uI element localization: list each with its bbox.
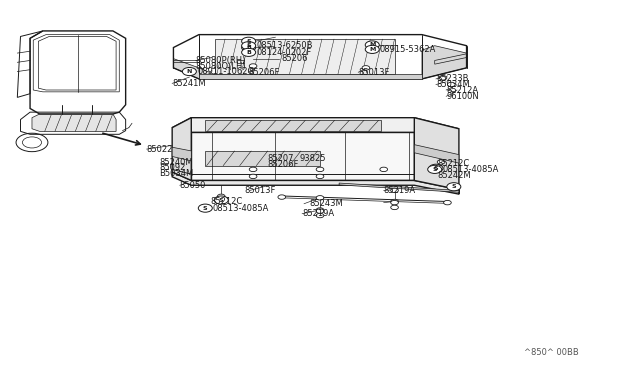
Circle shape: [437, 160, 445, 164]
Circle shape: [429, 164, 443, 172]
Text: 93825: 93825: [300, 154, 326, 163]
Polygon shape: [414, 145, 459, 163]
Polygon shape: [414, 118, 459, 194]
Text: 85092: 85092: [159, 163, 186, 172]
Text: S: S: [451, 184, 456, 189]
Circle shape: [444, 201, 451, 205]
Circle shape: [391, 205, 398, 210]
Circle shape: [362, 65, 370, 70]
Circle shape: [249, 167, 257, 171]
Circle shape: [316, 209, 324, 213]
Polygon shape: [215, 39, 395, 74]
Text: 08915-5362A: 08915-5362A: [380, 45, 436, 54]
Polygon shape: [32, 114, 116, 131]
Text: 85212C: 85212C: [211, 197, 243, 206]
Circle shape: [316, 167, 324, 171]
Circle shape: [365, 45, 380, 54]
Text: 85080Q(LH): 85080Q(LH): [196, 61, 246, 71]
Polygon shape: [199, 74, 422, 79]
Text: 08124-0202F: 08124-0202F: [256, 48, 312, 57]
Text: 85050: 85050: [180, 181, 206, 190]
Text: 85219A: 85219A: [384, 186, 416, 195]
Text: 85207: 85207: [268, 154, 294, 163]
Circle shape: [316, 213, 324, 218]
Circle shape: [428, 165, 442, 173]
Text: B: B: [246, 45, 251, 50]
Text: 85080P(RH): 85080P(RH): [196, 56, 246, 65]
Circle shape: [242, 37, 255, 45]
Polygon shape: [172, 118, 459, 132]
Circle shape: [439, 76, 447, 80]
Text: 08513-4085A: 08513-4085A: [442, 165, 499, 174]
Text: 85243M: 85243M: [310, 199, 344, 208]
Circle shape: [316, 174, 324, 179]
Circle shape: [249, 64, 257, 68]
Polygon shape: [422, 46, 467, 79]
Circle shape: [249, 174, 257, 179]
Polygon shape: [173, 59, 215, 79]
Text: 85013F: 85013F: [358, 68, 390, 77]
Circle shape: [447, 82, 455, 87]
Text: 85241M: 85241M: [172, 79, 206, 88]
Polygon shape: [172, 118, 191, 180]
Text: 85233B: 85233B: [436, 74, 468, 83]
Circle shape: [278, 195, 285, 199]
Text: 85013F: 85013F: [245, 186, 276, 195]
Polygon shape: [172, 147, 191, 161]
Circle shape: [242, 48, 255, 57]
Polygon shape: [339, 183, 459, 192]
Circle shape: [447, 183, 461, 191]
Text: B: B: [246, 50, 251, 55]
Circle shape: [391, 201, 398, 205]
Circle shape: [316, 196, 324, 200]
Text: S: S: [246, 43, 251, 48]
Text: S: S: [203, 206, 207, 211]
Text: 85022: 85022: [147, 145, 173, 154]
Text: 85034M: 85034M: [436, 80, 470, 89]
Circle shape: [242, 42, 255, 50]
Circle shape: [214, 196, 228, 204]
Text: S: S: [434, 166, 438, 171]
Text: 08911-1062G: 08911-1062G: [198, 67, 255, 76]
Circle shape: [242, 44, 255, 52]
Circle shape: [316, 208, 324, 212]
Text: S: S: [219, 198, 223, 202]
Text: M: M: [369, 47, 376, 52]
Text: 85240M: 85240M: [159, 157, 193, 167]
Text: 96100N: 96100N: [446, 92, 479, 101]
Polygon shape: [205, 151, 320, 166]
Text: B5034M: B5034M: [159, 169, 194, 177]
Text: 08513-6250B: 08513-6250B: [256, 41, 313, 50]
Polygon shape: [191, 132, 414, 180]
Text: S: S: [246, 39, 251, 44]
Text: 85206F: 85206F: [248, 68, 280, 77]
Circle shape: [391, 199, 398, 204]
Circle shape: [218, 194, 225, 199]
Text: 85212A: 85212A: [446, 86, 478, 94]
Polygon shape: [172, 172, 459, 194]
Text: 85242M: 85242M: [437, 171, 471, 180]
Text: ^850^ 00BB: ^850^ 00BB: [524, 349, 579, 357]
Circle shape: [365, 41, 380, 49]
Circle shape: [198, 204, 212, 212]
Text: 08513-4085A: 08513-4085A: [213, 203, 269, 213]
Text: M: M: [369, 42, 376, 48]
Circle shape: [391, 188, 398, 193]
Text: 85206: 85206: [282, 54, 308, 63]
Circle shape: [380, 167, 388, 171]
Text: 85206F: 85206F: [268, 160, 299, 169]
Text: 85212C: 85212C: [437, 159, 470, 169]
Text: N: N: [187, 69, 192, 74]
Circle shape: [182, 67, 196, 76]
Text: S: S: [433, 167, 437, 172]
Text: 85219A: 85219A: [302, 209, 334, 218]
Polygon shape: [205, 120, 381, 131]
